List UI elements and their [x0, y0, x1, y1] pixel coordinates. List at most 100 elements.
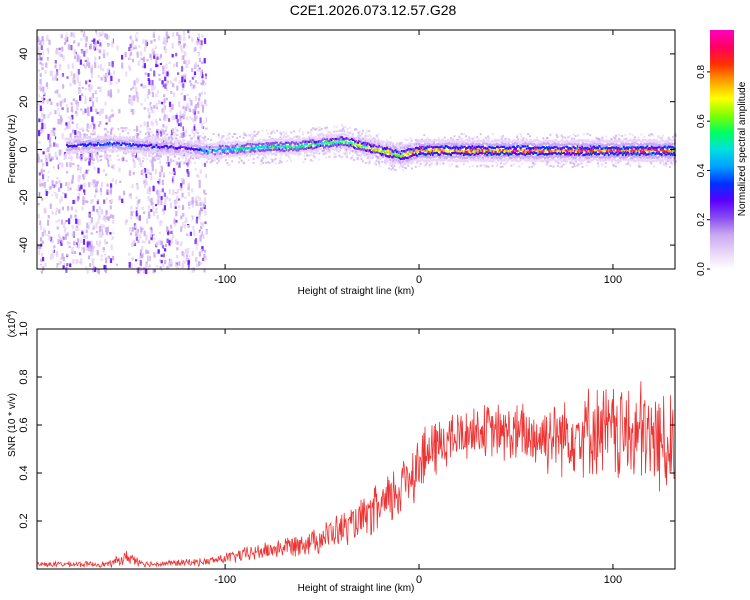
spectrogram-cell	[217, 155, 220, 158]
spectrogram-cell	[69, 140, 72, 143]
spectrogram-cell	[265, 156, 268, 159]
spectrogram-cell	[130, 52, 133, 56]
spectrogram-cell	[280, 161, 283, 164]
spectrogram-cell	[218, 155, 221, 158]
spectrogram-cell	[164, 70, 167, 76]
spectrogram-cell	[627, 161, 630, 164]
spectrogram-cell	[238, 161, 241, 164]
spectrogram-cell	[40, 251, 43, 255]
spectrogram-cell	[284, 139, 287, 142]
spectrogram-cell	[60, 219, 64, 225]
spectrogram-cell	[100, 232, 103, 238]
spectrogram-cell	[261, 140, 264, 143]
spectrogram-cell	[283, 140, 286, 143]
spectrogram-cell	[129, 218, 132, 221]
spectrogram-cell	[259, 153, 261, 156]
spectrogram-cell	[101, 108, 104, 114]
spectrogram-cell	[39, 183, 42, 187]
spectrogram-cell	[151, 49, 154, 55]
spectrogram-cell	[197, 141, 200, 144]
spectrogram-cell	[328, 145, 331, 148]
spectrogram-cell	[102, 247, 105, 250]
spectrogram-cell	[43, 69, 46, 72]
spectrogram-cell	[291, 141, 293, 144]
spectrogram-cell	[266, 146, 269, 149]
spectrogram-cell	[87, 136, 90, 139]
spectrogram-cell	[110, 244, 113, 251]
spectrogram-cell	[185, 128, 188, 134]
spectrogram-cell	[147, 147, 149, 150]
spectrogram-cell	[659, 161, 662, 164]
spectrogram-cell	[201, 153, 204, 156]
spectrogram-cell	[196, 258, 199, 264]
spectrogram-cell	[77, 184, 80, 188]
spectrogram-cell	[310, 150, 313, 154]
spectrogram-cell	[133, 137, 136, 140]
spectrogram-cell	[41, 51, 44, 56]
spectrogram-cell	[109, 89, 112, 95]
spectrogram-cell	[80, 155, 83, 158]
spectrogram-cell	[345, 137, 348, 140]
spectrogram-cell	[175, 239, 178, 245]
spectrogram-cell	[235, 141, 238, 144]
spectrogram-cell	[65, 182, 68, 186]
spectrogram-cell	[208, 157, 211, 160]
spectrogram-cell	[152, 139, 155, 143]
spectrogram-cell	[148, 238, 151, 244]
spectrogram-cell	[423, 164, 426, 167]
spectrogram-cell	[211, 160, 214, 162]
spectrogram-cell	[115, 143, 118, 146]
spectrogram-cell	[60, 188, 63, 192]
spectrogram-cell	[202, 257, 205, 262]
spectrogram-cell	[100, 155, 103, 157]
spectrogram-cell	[286, 138, 289, 141]
spectrogram-cell	[369, 135, 372, 138]
spectrogram-cell	[181, 156, 184, 159]
spectrogram-cell	[63, 224, 66, 229]
spectrogram-cell	[119, 136, 122, 139]
spectrogram-cell	[81, 93, 84, 96]
spectrogram-cell	[90, 217, 93, 223]
spectrogram-cell	[39, 78, 42, 85]
spectrogram-cell	[202, 104, 205, 109]
spectrogram-cell	[48, 153, 51, 159]
spectrogram-cell	[350, 149, 353, 152]
spectrogram-cell	[142, 267, 145, 270]
spectrogram-cell	[264, 161, 267, 164]
spectrogram-cell	[128, 253, 131, 256]
spectrogram-cell	[197, 102, 200, 108]
spectrogram-cell	[117, 138, 120, 141]
spectrogram-cell	[265, 148, 268, 151]
spectrogram-cell	[90, 240, 93, 246]
spectrogram-cell	[76, 133, 79, 138]
spectrogram-cell	[174, 152, 177, 155]
spectrogram-cell	[82, 129, 85, 132]
spectrogram-cell	[99, 219, 102, 225]
spectrogram-cell	[58, 94, 62, 98]
spectrogram-cell	[112, 150, 114, 153]
spectrogram-cell	[149, 150, 152, 153]
spectrogram-cell	[112, 147, 114, 150]
spectrogram-cell	[168, 146, 171, 149]
spectrogram-cell	[262, 148, 265, 151]
spectrogram-cell	[199, 262, 202, 265]
spectrogram-cell	[173, 155, 176, 158]
spectrogram-cell	[40, 159, 43, 163]
spectrogram-cell	[77, 238, 80, 243]
spectrogram-cell	[163, 94, 166, 98]
spectrogram-cell	[82, 143, 84, 146]
spectrogram-cell	[477, 138, 480, 141]
spectrogram-cell	[175, 226, 178, 231]
spectrogram-cell	[322, 144, 324, 147]
spectrogram-cell	[75, 65, 78, 72]
spectrogram-cell	[198, 261, 201, 266]
spectrogram-cell	[438, 137, 441, 140]
spectrogram-cell	[56, 49, 59, 55]
spectrogram-cell	[253, 134, 256, 137]
spectrogram-cell	[182, 212, 185, 217]
spectrogram-cell	[239, 154, 242, 157]
spectrogram-cell	[638, 162, 641, 165]
spectrogram-cell	[89, 43, 92, 48]
spectrogram-cell	[343, 152, 346, 155]
spectrogram-cell	[37, 244, 40, 249]
